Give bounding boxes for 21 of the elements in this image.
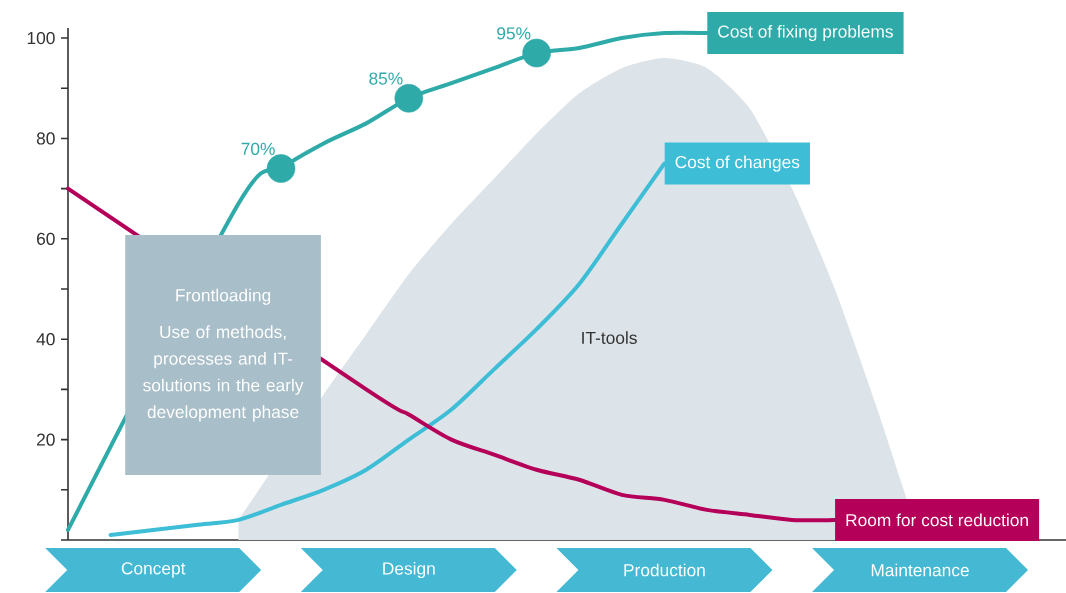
x-tick-label: Maintenance xyxy=(871,563,969,577)
annotation: 70% xyxy=(241,142,275,155)
point xyxy=(394,84,424,113)
annotation: 85% xyxy=(369,72,403,85)
annotation: Frontloading xyxy=(176,288,271,305)
x-tick-label: Design xyxy=(383,561,435,579)
x-tick-label: Production xyxy=(624,563,705,577)
y-tick-label: 80 xyxy=(36,132,55,145)
series-label: Cost of changes xyxy=(675,155,800,172)
series-label: Cost of fixing problems xyxy=(718,24,893,42)
series-label: Room for cost reduction xyxy=(846,513,1028,527)
point xyxy=(522,38,551,68)
y-tick-label: 60 xyxy=(37,232,55,245)
y-tick-label: 40 xyxy=(36,333,55,346)
y-tick-label: 100 xyxy=(27,31,55,45)
x-tick-label: Concept xyxy=(121,562,186,578)
annotation: Use of methods, processes and IT-solutions in the early development phase xyxy=(143,325,304,422)
point xyxy=(266,154,296,183)
y-tick-label: 20 xyxy=(37,433,55,446)
annotation: 95% xyxy=(497,27,531,40)
series-label: IT-tools xyxy=(582,331,637,344)
